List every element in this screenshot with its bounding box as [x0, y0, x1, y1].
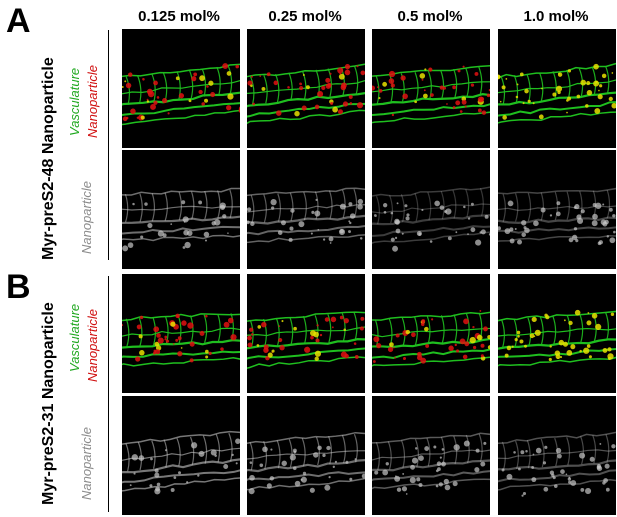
panel-b-merge-image-1	[247, 274, 365, 393]
panel-a-mono-label: Nanoparticle	[79, 181, 94, 254]
panel-a-merge-image-1	[247, 29, 365, 148]
panel-b-merge-image-0	[122, 274, 240, 393]
panel-b-vasculature-label: Vasculature	[67, 303, 82, 372]
panel-a-mono-image-3	[498, 150, 616, 269]
panel-a-mono-image-0	[122, 150, 240, 269]
panel-b-merge-image-3	[498, 274, 616, 393]
panel-b-mono-label-wrap: Nanoparticle	[78, 427, 96, 500]
panel-b-mono-image-3	[498, 396, 616, 515]
panel-b-title: Myr-preS2-31 Nanoparticle	[40, 302, 57, 505]
panel-a-nanoparticle-label: Nanoparticle	[85, 65, 100, 138]
column-header-10: 1.0 mol%	[523, 8, 589, 25]
panel-a-title: Myr-preS2-48 Nanoparticle	[40, 57, 57, 260]
panel-b-nanoparticle-label: Nanoparticle	[85, 309, 100, 382]
panel-a-mono-image-2	[372, 150, 490, 269]
column-header-025: 0.25 mol%	[268, 8, 342, 25]
panel-b-merge-label-2: Nanoparticle	[84, 309, 102, 382]
panel-a-merge-label: Vasculature	[66, 68, 84, 136]
panel-b-merge-image-2	[372, 274, 490, 393]
panel-b-mono-label: Nanoparticle	[79, 427, 94, 500]
panel-a-mono-image-1	[247, 150, 365, 269]
panel-a-letter: A	[6, 2, 31, 40]
column-header-0125: 0.125 mol%	[138, 8, 220, 25]
panel-b-mono-image-2	[372, 396, 490, 515]
panel-a-merge-image-2	[372, 29, 490, 148]
panel-a-merge-label-2: Nanoparticle	[84, 65, 102, 138]
panel-a-divider	[108, 30, 109, 260]
panel-a-merge-image-0	[122, 29, 240, 148]
panel-a-vasculature-label: Vasculature	[67, 67, 82, 136]
panel-b-merge-label: Vasculature	[66, 304, 84, 372]
panel-b-mono-image-1	[247, 396, 365, 515]
panel-a-mono-label-wrap: Nanoparticle	[78, 181, 96, 254]
panel-b-letter: B	[6, 268, 31, 306]
panel-b-mono-image-0	[122, 396, 240, 515]
column-header-05: 0.5 mol%	[397, 8, 463, 25]
panel-b-divider	[108, 276, 109, 512]
panel-a-merge-image-3	[498, 29, 616, 148]
